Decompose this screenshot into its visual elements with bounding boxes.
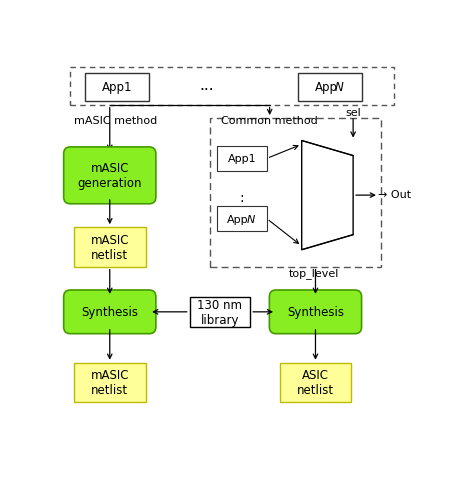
FancyBboxPatch shape <box>269 290 362 334</box>
Text: → Out: → Out <box>378 190 411 200</box>
Text: App1: App1 <box>102 81 132 94</box>
Bar <box>298 74 362 102</box>
Bar <box>217 147 267 171</box>
Polygon shape <box>301 141 353 250</box>
Text: top_level: top_level <box>289 267 339 278</box>
Bar <box>210 119 381 267</box>
FancyBboxPatch shape <box>64 290 156 334</box>
Text: ASIC
netlist: ASIC netlist <box>297 368 334 397</box>
Bar <box>74 227 146 267</box>
Text: Synthesis: Synthesis <box>287 305 344 319</box>
Bar <box>190 297 250 327</box>
Bar <box>74 363 146 403</box>
Text: N: N <box>247 214 255 224</box>
Text: mASIC
netlist: mASIC netlist <box>91 233 129 262</box>
Text: N: N <box>335 81 344 94</box>
FancyBboxPatch shape <box>64 147 156 204</box>
Text: mASIC method: mASIC method <box>74 116 157 125</box>
Text: App: App <box>227 214 248 224</box>
Text: :: : <box>310 191 315 204</box>
Text: App: App <box>315 81 338 94</box>
Bar <box>217 207 267 231</box>
Text: mASIC
generation: mASIC generation <box>78 162 142 190</box>
Text: App1: App1 <box>228 154 256 164</box>
Bar <box>85 74 149 102</box>
Text: ...: ... <box>199 78 213 93</box>
Bar <box>280 363 351 403</box>
Text: 130 nm
library: 130 nm library <box>198 298 243 326</box>
Bar <box>70 68 393 105</box>
Text: Common method: Common method <box>221 116 318 125</box>
Text: sel: sel <box>346 108 362 118</box>
Text: mASIC
netlist: mASIC netlist <box>91 368 129 397</box>
Text: :: : <box>239 191 244 204</box>
Text: Synthesis: Synthesis <box>81 305 138 319</box>
